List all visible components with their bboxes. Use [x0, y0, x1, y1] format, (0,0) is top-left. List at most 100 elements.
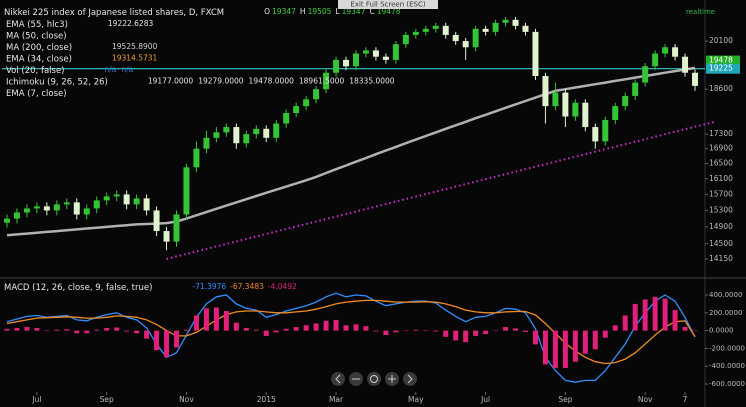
candle-body — [472, 28, 479, 48]
ohlc-value: 19347 — [342, 7, 366, 16]
macd-histogram-bar — [632, 303, 638, 331]
macd-histogram-bar — [4, 328, 10, 331]
candle-body — [43, 206, 50, 211]
indicator-readout: 18335.0000 — [349, 77, 395, 86]
indicator-row: Ichimoku (9, 26, 52, 26) 19177.0000 19279.… — [6, 77, 395, 88]
candle-body — [602, 119, 609, 142]
macd-histogram-bar — [323, 320, 329, 331]
candle-body — [482, 28, 489, 32]
candle-body — [273, 123, 280, 138]
candle-body — [243, 134, 250, 144]
candle-body — [253, 128, 260, 135]
candle-body — [223, 127, 230, 133]
macd-histogram-bar — [373, 330, 379, 332]
macd-histogram-bar — [363, 326, 369, 331]
macd-histogram-bar — [672, 310, 678, 331]
indicator-row: EMA (55, hlc3) 19222.6283 — [6, 19, 153, 30]
candle-body — [133, 198, 140, 205]
nav-reset[interactable] — [367, 372, 381, 386]
candle-body — [522, 25, 529, 32]
indicator-name: MA (200, close) — [6, 43, 72, 53]
indicator-readout: 18961.5000 — [299, 77, 345, 86]
macd-histogram-bar — [413, 329, 419, 331]
macd-histogram-bar — [174, 330, 179, 348]
macd-histogram-bar — [303, 325, 309, 331]
candle-body — [552, 92, 559, 107]
candle-body — [672, 47, 679, 57]
candle-body — [113, 194, 120, 197]
candle-body — [562, 92, 569, 117]
indicator-readout: 19525.8900 — [112, 42, 158, 51]
candle-body — [343, 59, 350, 67]
nav-icon — [370, 375, 378, 383]
price-marker-label: 19225 — [709, 64, 733, 73]
candle-body — [582, 102, 589, 128]
y-tick-label: 16500 — [709, 159, 733, 168]
macd-histogram-bar — [622, 315, 628, 331]
candle-body — [352, 53, 359, 67]
nav-icon — [388, 375, 396, 383]
candle-body — [83, 208, 90, 215]
y-tick-label: -200.0000 — [709, 344, 745, 352]
indicator-row: MA (200, close) 19525.8900 — [6, 42, 158, 53]
macd-histogram-bar — [134, 330, 140, 334]
price-marker — [706, 63, 740, 74]
chart-title: Nikkei 225 index of Japanese listed shar… — [4, 8, 224, 18]
nav-right[interactable] — [403, 372, 417, 386]
ohlc-label: H — [300, 7, 306, 16]
x-tick-label: Nov — [638, 395, 653, 404]
macd-histogram-bar — [383, 330, 389, 336]
nav-icon — [335, 374, 341, 384]
macd-histogram-bar — [592, 330, 598, 350]
indicator-readout: 19314.5731 — [112, 54, 158, 63]
macd-histogram-bar — [443, 330, 449, 337]
x-tick-label: Sep — [558, 395, 572, 404]
macd-histogram-bar — [612, 325, 618, 331]
candle-body — [662, 47, 669, 54]
candle-body — [163, 231, 170, 242]
candle-body — [23, 208, 30, 213]
indicator-row: EMA (7, close) — [6, 89, 67, 99]
macd-histogram-bar — [84, 330, 90, 334]
candle-body — [213, 132, 220, 138]
tooltip: Exit Full Screen (ESC) — [350, 1, 425, 9]
macd-histogram-bar — [552, 330, 558, 368]
y-tick-label: 20100 — [709, 36, 733, 45]
navigation — [331, 372, 417, 386]
macd-histogram-bar — [493, 330, 499, 332]
candle-body — [33, 206, 40, 209]
indicator-readout: n/a — [105, 65, 117, 74]
candle-body — [263, 128, 270, 138]
indicator-row: Vol (20, false) n/a n/a — [6, 65, 133, 76]
macd-histogram-bar — [34, 327, 40, 331]
macd-histogram-bar — [562, 330, 568, 368]
y-tick-label: -400.0000 — [709, 362, 745, 370]
candle-body — [442, 25, 449, 35]
candle-body — [173, 214, 180, 242]
macd-histogram-bar — [483, 330, 489, 335]
y-tick-label: 14500 — [709, 239, 733, 248]
macd-title: MACD (12, 26, close, 9, false, true) — [4, 283, 152, 293]
nav-left[interactable] — [331, 372, 345, 386]
candle-body — [333, 59, 340, 73]
candle-body — [572, 102, 579, 117]
candle-body — [402, 34, 409, 45]
candle-body — [622, 95, 629, 107]
macd-histogram-bar — [94, 329, 100, 331]
indicator-readout: 19222.6283 — [108, 19, 154, 28]
macd-histogram-bar — [523, 330, 528, 332]
candle-body — [233, 127, 240, 144]
macd-histogram-bar — [662, 298, 668, 331]
candle-body — [492, 22, 499, 32]
indicator-name: EMA (34, close) — [6, 54, 72, 64]
candle-body — [203, 137, 210, 149]
macd-histogram-bar — [203, 308, 209, 331]
nav-icon — [407, 374, 413, 384]
indicator-name: Vol (20, false) — [6, 66, 65, 76]
macd-histogram-bar — [64, 329, 70, 331]
candle-body — [93, 200, 100, 209]
macd-histogram-bar — [682, 327, 688, 331]
macd-histogram-bar — [353, 324, 359, 331]
macd-histogram-bar — [154, 330, 160, 351]
macd-readout: -71.3976 — [192, 282, 226, 291]
